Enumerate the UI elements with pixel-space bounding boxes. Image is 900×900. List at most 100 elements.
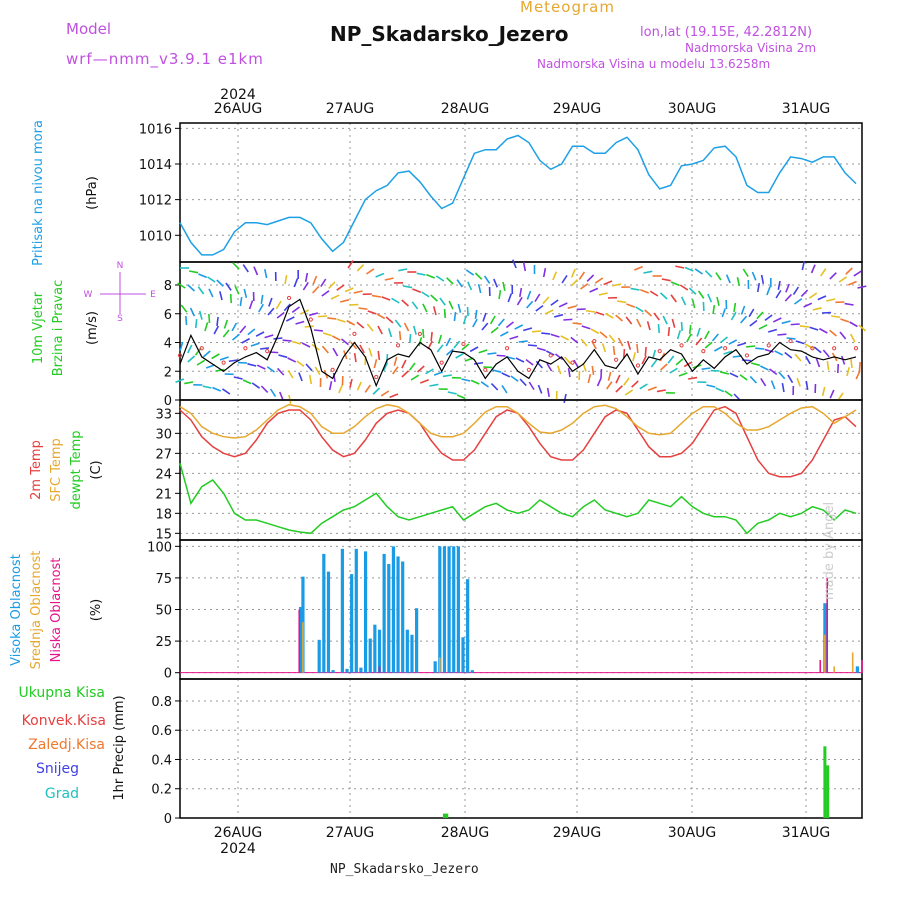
wind-barb xyxy=(509,335,519,340)
wind-barb xyxy=(755,347,765,350)
wind-barb xyxy=(815,358,821,368)
wind-barb xyxy=(778,371,786,380)
gust-marker xyxy=(635,363,641,368)
wind-barb xyxy=(222,329,230,338)
wind-barb xyxy=(739,374,748,381)
wind-barb xyxy=(255,331,265,337)
y-tick-label: 4 xyxy=(164,337,172,352)
wind-barb xyxy=(612,345,616,356)
y-tick-label: 24 xyxy=(155,467,172,482)
series-line xyxy=(179,134,857,256)
wind-barb xyxy=(435,275,445,282)
wind-barb xyxy=(305,363,313,372)
wind-barb xyxy=(241,337,250,344)
wind-barb xyxy=(805,380,809,391)
wind-barb xyxy=(470,379,480,385)
wind-barb xyxy=(546,387,550,398)
panel-wind: 0 2 4 6 8 xyxy=(164,259,867,409)
wind-barb xyxy=(691,299,696,309)
wind-barb xyxy=(184,381,194,385)
y-tick-label: 0.2 xyxy=(151,783,172,798)
y-tick-label: 75 xyxy=(155,572,172,587)
wind-barb xyxy=(697,290,705,299)
wind-barb xyxy=(328,281,336,290)
wind-barb xyxy=(826,360,830,371)
bar xyxy=(851,652,854,673)
wind-barb xyxy=(442,374,452,378)
wind-barb xyxy=(704,341,713,349)
gust-marker xyxy=(286,295,292,301)
wind-barb xyxy=(667,326,671,337)
cloud-high-ylabel: Visoka Oblacnost xyxy=(9,554,24,666)
wind-barb xyxy=(312,275,318,285)
wind-barb xyxy=(430,294,438,302)
wind-barb xyxy=(332,347,339,357)
wind-barb xyxy=(187,355,196,363)
coords-label: lon,lat (19.15E, 42.2812N) xyxy=(640,25,813,40)
wind-barb xyxy=(846,367,850,377)
wind-barb xyxy=(301,342,311,348)
wind-barb xyxy=(585,309,596,313)
wind-barb xyxy=(482,312,487,322)
panel-frame xyxy=(179,399,863,541)
wind-barb xyxy=(412,288,422,293)
wind-barb xyxy=(820,268,827,277)
gust-marker xyxy=(352,331,357,336)
wind-barb xyxy=(408,333,412,344)
wind-barb xyxy=(704,330,710,340)
wind-barb xyxy=(707,293,713,303)
wind-barb xyxy=(487,352,497,355)
wind-barb xyxy=(570,336,579,344)
wind-barb xyxy=(847,280,857,286)
wind-barb xyxy=(857,285,867,289)
wind-barb xyxy=(478,349,488,354)
gust-marker xyxy=(657,349,662,354)
wind-barb xyxy=(366,323,374,332)
wind-barb xyxy=(615,374,621,384)
wind-barb xyxy=(231,322,238,332)
panel-precip: 0 0.2 0.4 0.6 0.8 xyxy=(151,678,863,827)
wind-ylabel-1: 10m Vjetar xyxy=(31,291,46,364)
wind-barb xyxy=(626,303,636,308)
gust-marker xyxy=(461,341,466,347)
bar xyxy=(373,624,377,673)
wind-barb xyxy=(296,360,305,368)
wind-barb xyxy=(457,303,462,313)
precip-legend-4: Grad xyxy=(45,786,79,802)
wind-barb xyxy=(759,365,769,371)
wind-barb xyxy=(799,325,810,328)
wind-barb xyxy=(377,325,383,335)
bar xyxy=(826,577,829,673)
bar xyxy=(387,564,391,673)
wind-barb xyxy=(784,293,793,302)
wind-barb xyxy=(304,325,314,328)
bar xyxy=(354,548,358,673)
wind-barb xyxy=(713,345,723,352)
footer-station: NP_Skadarsko_Jezero xyxy=(330,862,479,877)
wind-barb xyxy=(321,345,329,354)
wind-barb xyxy=(858,324,867,332)
y-tick-label: 0.8 xyxy=(151,695,172,710)
wind-barb xyxy=(808,292,818,299)
wind-barb xyxy=(526,290,532,300)
bar xyxy=(401,561,405,673)
wind-barb xyxy=(821,386,826,396)
wind-barb xyxy=(497,318,505,327)
wind-barb xyxy=(793,298,803,305)
y-tick-label: 15 xyxy=(155,527,172,542)
wind-barb xyxy=(253,266,259,276)
wind-barb xyxy=(419,379,429,384)
series-line xyxy=(179,405,857,478)
wind-barb xyxy=(767,328,778,333)
wind-barb xyxy=(287,357,297,363)
wind-barb xyxy=(189,270,199,274)
wind-barb xyxy=(239,296,243,307)
wind-barb xyxy=(212,386,222,392)
bar xyxy=(410,634,414,673)
bar xyxy=(442,813,446,818)
wind-barb xyxy=(591,365,595,376)
wind-barb xyxy=(247,363,257,367)
wind-barb xyxy=(387,328,393,338)
wind-barb xyxy=(339,299,350,303)
